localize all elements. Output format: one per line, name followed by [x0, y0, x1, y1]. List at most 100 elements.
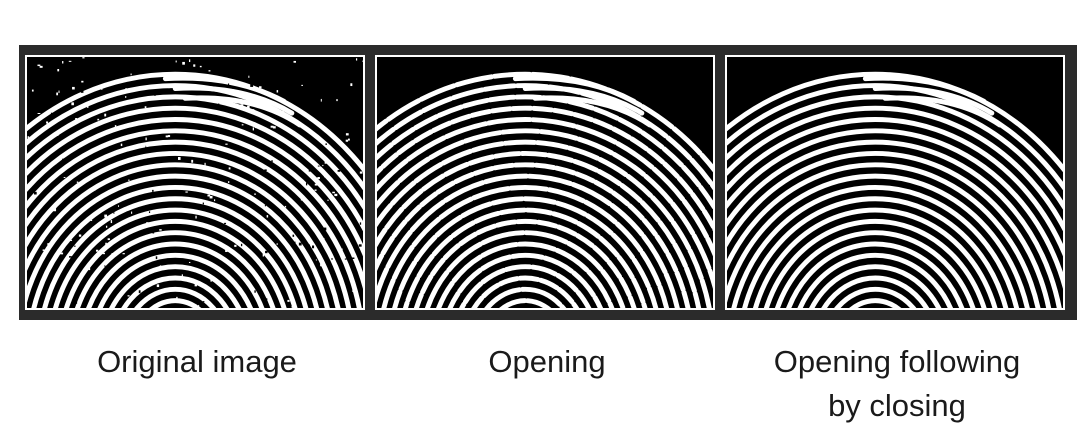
noise-speck — [62, 158, 64, 161]
noise-speck — [61, 170, 65, 172]
noise-speck — [202, 301, 205, 303]
noise-speck — [29, 147, 32, 150]
noise-speck — [265, 250, 268, 254]
noise-speck — [266, 215, 269, 218]
noise-speck — [39, 65, 43, 68]
noise-speck — [101, 86, 103, 90]
noise-speck — [69, 239, 73, 241]
noise-speck — [336, 99, 338, 102]
noise-speck — [265, 289, 268, 291]
noise-speck — [194, 284, 197, 287]
ridge-line — [42, 196, 309, 308]
noise-speck — [125, 295, 128, 297]
noise-speck — [154, 79, 157, 82]
ridge-line — [27, 162, 341, 308]
noise-speck — [360, 164, 363, 167]
noise-speck — [266, 166, 269, 168]
figure-frame — [19, 45, 1077, 320]
noise-speck — [76, 139, 78, 142]
noise-speck — [82, 94, 85, 96]
noise-speck — [193, 64, 196, 67]
noise-speck — [307, 244, 311, 247]
noise-speck — [240, 243, 243, 247]
noise-speck — [77, 176, 80, 179]
ridge-line — [727, 139, 1062, 308]
ridge-line — [809, 264, 942, 308]
noise-speck — [88, 70, 92, 72]
noise-speck — [128, 179, 130, 181]
ridge-line — [786, 241, 965, 308]
noise-speck — [146, 222, 149, 225]
noise-speck — [291, 164, 294, 168]
noise-speck — [232, 86, 234, 89]
ridge-line — [727, 173, 1030, 308]
noise-speck — [167, 85, 170, 89]
noise-speck — [291, 305, 293, 308]
noise-speck — [66, 104, 69, 106]
noise-speck — [190, 172, 192, 175]
noise-speck — [312, 245, 315, 249]
noise-speck — [222, 250, 226, 254]
noise-speck — [209, 195, 213, 199]
noise-speck — [86, 104, 89, 108]
noise-speck — [255, 125, 258, 129]
noise-speck — [37, 64, 41, 67]
original-image-panel — [25, 55, 365, 310]
noise-speck — [37, 113, 41, 114]
ridge-line — [27, 94, 363, 210]
ridge-line — [377, 117, 713, 257]
ridge-line — [447, 252, 604, 308]
noise-speck — [68, 60, 72, 62]
noise-speck — [331, 257, 333, 260]
noise-speck — [31, 89, 34, 92]
noise-speck — [113, 212, 115, 214]
noise-speck — [240, 104, 244, 106]
noise-speck — [82, 57, 85, 59]
noise-speck — [352, 289, 355, 293]
ridge-line — [862, 75, 987, 104]
ridge-line — [459, 264, 592, 308]
noise-speck — [198, 304, 200, 307]
noise-speck — [185, 191, 188, 193]
noise-speck — [323, 227, 327, 231]
noise-speck — [152, 189, 154, 192]
noise-speck — [152, 231, 155, 234]
noise-speck — [293, 60, 296, 63]
noise-speck — [259, 86, 262, 89]
noise-speck — [230, 222, 232, 225]
noise-speck — [317, 165, 320, 167]
noise-speck — [185, 148, 187, 150]
noise-speck — [108, 259, 111, 261]
noise-speck — [55, 162, 57, 165]
noise-speck — [88, 267, 91, 271]
noise-speck — [56, 133, 59, 136]
ridge-line — [727, 105, 1063, 232]
ridge-line — [774, 230, 976, 308]
noise-speck — [75, 301, 78, 304]
ridge-line — [134, 286, 217, 308]
noise-speck — [225, 249, 228, 252]
noise-speck — [85, 226, 88, 229]
noise-speck — [75, 118, 78, 120]
noise-speck — [155, 256, 158, 260]
noise-speck — [71, 102, 74, 106]
noise-speck — [156, 284, 160, 288]
noise-speck — [130, 73, 132, 76]
noise-speck — [228, 167, 231, 170]
noise-speck — [254, 193, 256, 195]
noise-speck — [34, 191, 37, 195]
noise-speck — [213, 199, 216, 202]
noise-speck — [199, 65, 202, 68]
noise-speck — [122, 253, 125, 255]
noise-speck — [276, 90, 279, 93]
noise-speck — [224, 222, 227, 225]
noise-speck — [340, 65, 343, 69]
ridge-line — [182, 95, 303, 128]
ridge-line — [27, 173, 330, 308]
noise-speck — [327, 199, 329, 201]
ridge-line — [727, 117, 1063, 257]
noise-speck — [145, 144, 149, 147]
noise-speck — [148, 211, 151, 214]
noise-speck — [296, 248, 299, 252]
ridge-line — [522, 85, 645, 116]
